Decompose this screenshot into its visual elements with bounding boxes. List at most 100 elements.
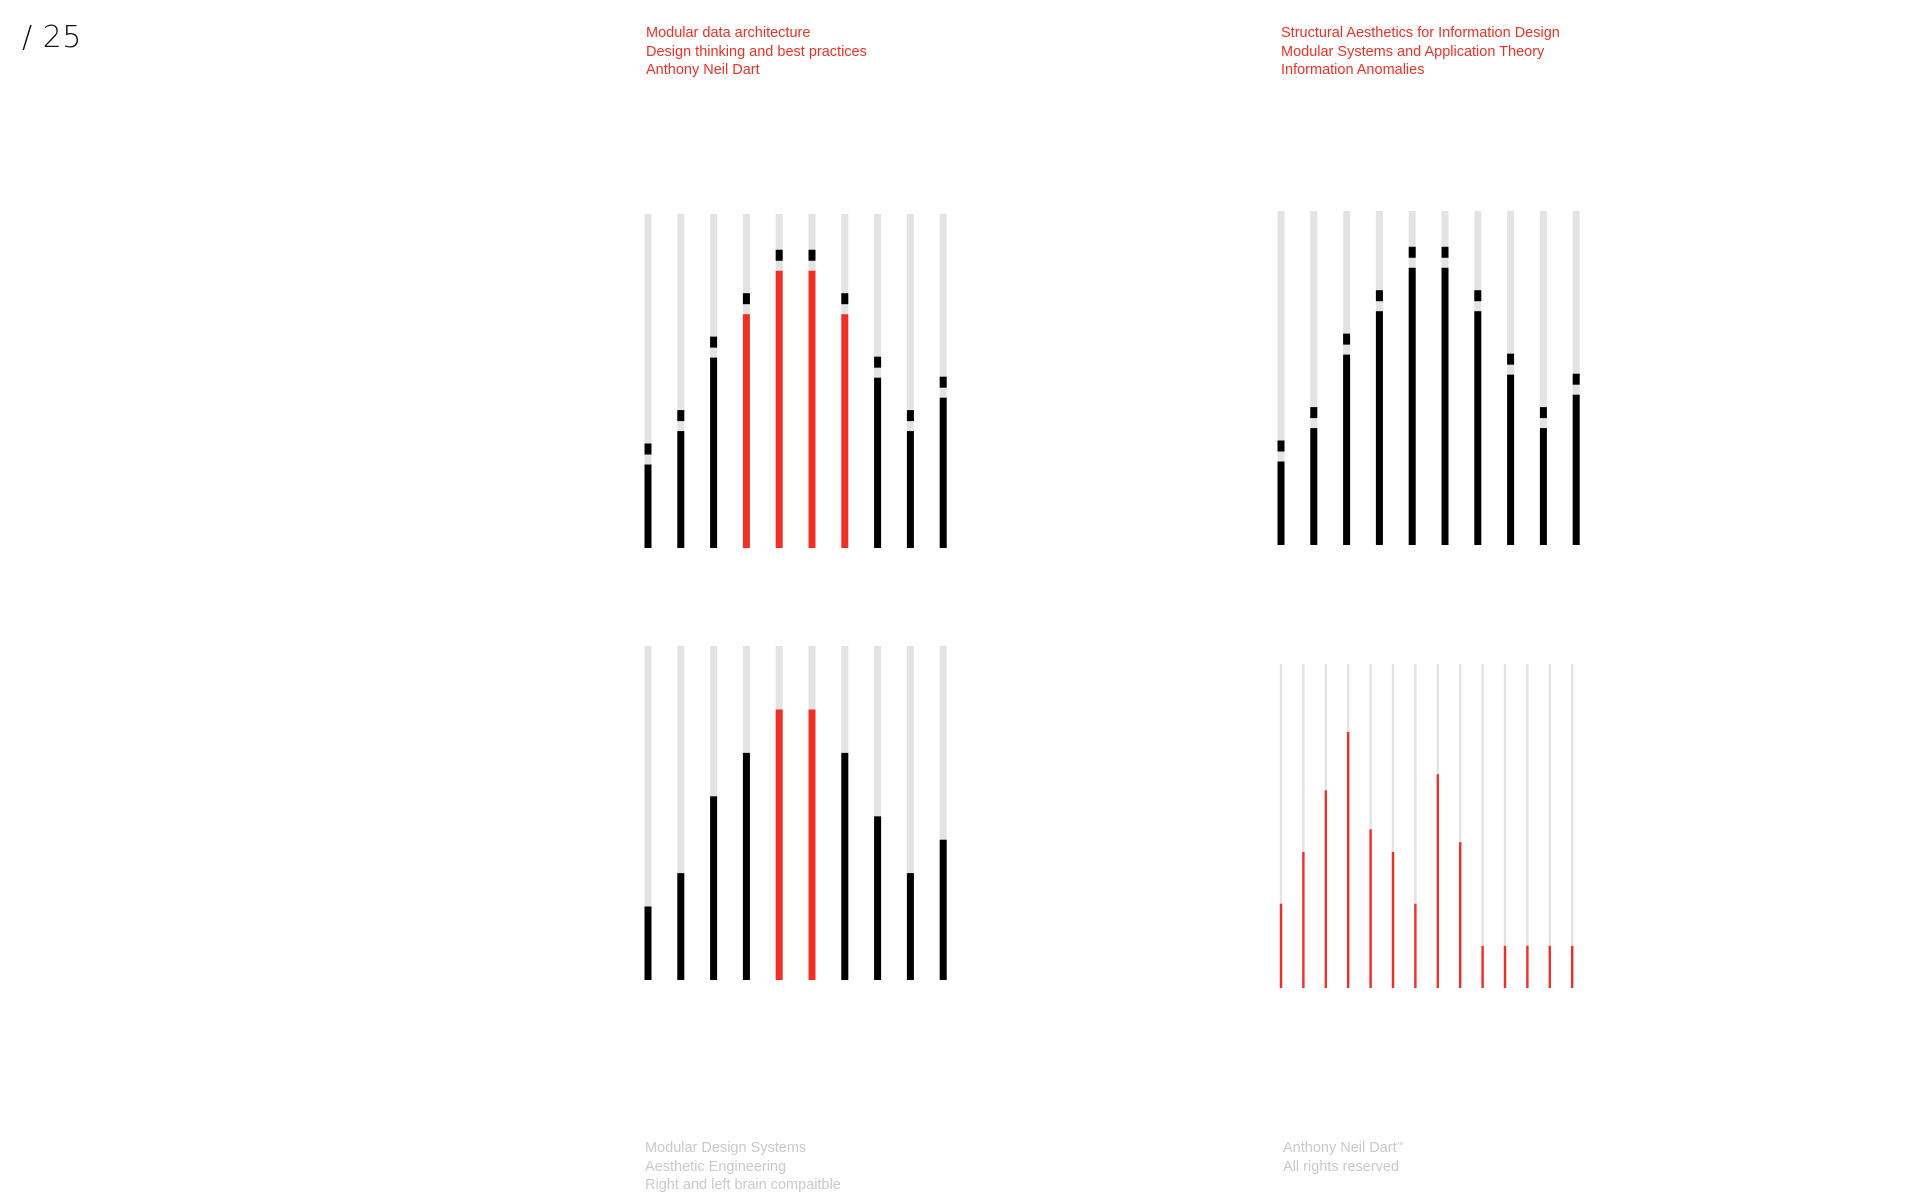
top-right-track-1	[1310, 211, 1318, 545]
top-right-bar-8	[1539, 428, 1547, 545]
bottom-left-track-1	[677, 646, 685, 980]
bottom-left-bar-2	[710, 796, 718, 980]
top-left-marker-5	[808, 249, 816, 261]
top-left-marker-4	[775, 249, 783, 261]
top-right-bar-3	[1375, 311, 1383, 545]
top-left-bar-3	[742, 314, 750, 548]
header-right-line: Information Anomalies	[1281, 62, 1425, 78]
footer-left-line: Aesthetic Engineering	[645, 1158, 787, 1175]
bottom-right-track-9	[1481, 664, 1484, 988]
top-left-track-1	[677, 214, 685, 548]
top-left-bar-7	[874, 377, 882, 548]
bottom-right-bar-8	[1459, 842, 1462, 988]
bottom-right-bar-1	[1302, 851, 1305, 988]
top-right-bar-7	[1507, 374, 1515, 545]
bottom-right-track-8	[1459, 664, 1462, 988]
header-left-line: Design thinking and best practices	[646, 43, 867, 60]
top-right-marker-0	[1277, 440, 1285, 452]
header-left-line: Modular data architecture	[646, 25, 811, 41]
bottom-right-bar-2	[1324, 790, 1327, 988]
footer-left-line: Right and left brain compaitble	[645, 1177, 841, 1193]
bottom-left-track-0	[644, 646, 652, 980]
bottom-right-track-1	[1302, 664, 1305, 988]
top-right-marker-7	[1507, 353, 1515, 365]
top-right-marker-6	[1474, 290, 1482, 302]
top-right-bar-2	[1343, 354, 1351, 545]
top-left-marker-3	[742, 293, 750, 305]
top-left-bar-5	[808, 270, 816, 548]
top-right-track-8	[1539, 211, 1547, 545]
header-right: Structural Aesthetics for Information De…	[1281, 24, 1560, 80]
top-right-bar-4	[1408, 267, 1416, 545]
trademark-symbol: ™	[1396, 1142, 1404, 1149]
bottom-left-track-7	[874, 646, 882, 980]
top-left-marker-0	[644, 443, 652, 455]
bottom-right-bar-10	[1503, 945, 1507, 988]
top-left-bar-8	[906, 431, 914, 548]
top-right-track-0	[1277, 211, 1285, 545]
top-left-bar-9	[939, 397, 947, 548]
top-right-bar-6	[1474, 311, 1482, 545]
bottom-right-track-4	[1369, 664, 1372, 988]
top-left-marker-9	[939, 376, 947, 388]
bottom-right-track-13	[1571, 664, 1574, 988]
bottom-left-bar-1	[677, 873, 685, 980]
top-right-bar-5	[1441, 267, 1449, 545]
top-left-track-0	[644, 214, 652, 548]
bottom-left-bar-3	[742, 752, 750, 980]
bottom-left-bar-4	[775, 709, 783, 980]
bottom-right-bar-4	[1369, 829, 1372, 988]
bottom-right-bar-7	[1436, 774, 1439, 988]
bottom-right-bar-3	[1347, 732, 1350, 988]
top-left-marker-7	[874, 356, 882, 368]
top-left-marker-6	[841, 293, 849, 305]
bottom-left-bar-9	[939, 839, 947, 980]
bottom-right-bar-5	[1391, 851, 1395, 988]
footer-right: Anthony Neil Dart™ All rights reserved	[1283, 1139, 1404, 1176]
bottom-left-track-9	[939, 646, 947, 980]
bottom-left-bar-0	[644, 906, 652, 980]
bottom-right-track-0	[1279, 664, 1283, 988]
header-right-line: Structural Aesthetics for Information De…	[1281, 25, 1560, 41]
top-left-marker-8	[906, 410, 914, 422]
header-right-line: Modular Systems and Application Theory	[1281, 43, 1545, 60]
bottom-right-bar-12	[1548, 945, 1551, 988]
footer-left-line: Modular Design Systems	[645, 1140, 807, 1156]
bottom-left-bar-7	[874, 816, 882, 980]
bottom-right-bar-13	[1571, 945, 1574, 988]
top-right-marker-9	[1572, 373, 1580, 385]
bottom-right-bar-11	[1526, 945, 1529, 988]
top-left-bar-2	[710, 357, 718, 548]
top-right-marker-8	[1539, 407, 1547, 419]
top-right-bar-0	[1277, 461, 1285, 545]
header-left: Modular data architecture Design thinkin…	[646, 24, 867, 80]
bottom-left-bar-8	[906, 873, 914, 980]
bottom-right-bar-0	[1279, 903, 1283, 988]
bottom-right-track-5	[1391, 664, 1395, 988]
bottom-left-bar-6	[841, 752, 849, 980]
top-right-marker-4	[1408, 246, 1416, 258]
top-left-marker-1	[677, 410, 685, 422]
page-number: / 25	[22, 20, 82, 55]
top-left-bar-4	[775, 270, 783, 548]
bottom-right-track-10	[1503, 664, 1507, 988]
top-left-track-8	[906, 214, 914, 548]
top-right-marker-2	[1343, 333, 1351, 345]
top-right-marker-5	[1441, 246, 1449, 258]
bottom-left-track-8	[906, 646, 914, 980]
bottom-right-track-6	[1414, 664, 1417, 988]
bottom-right-bar-6	[1414, 903, 1417, 988]
top-right-bar-9	[1572, 394, 1580, 545]
top-right-marker-1	[1310, 407, 1318, 419]
bottom-right-track-11	[1526, 664, 1529, 988]
footer-right-line: All rights reserved	[1283, 1158, 1400, 1175]
top-left-marker-2	[710, 336, 718, 348]
copyright-name: Anthony Neil Dart	[1283, 1140, 1397, 1156]
top-left-bar-6	[841, 314, 849, 548]
top-left-bar-0	[644, 464, 652, 548]
bottom-right-bar-9	[1481, 945, 1484, 988]
header-left-line: Anthony Neil Dart	[646, 62, 760, 78]
top-left-bar-1	[677, 431, 685, 548]
top-right-bar-1	[1310, 428, 1318, 545]
